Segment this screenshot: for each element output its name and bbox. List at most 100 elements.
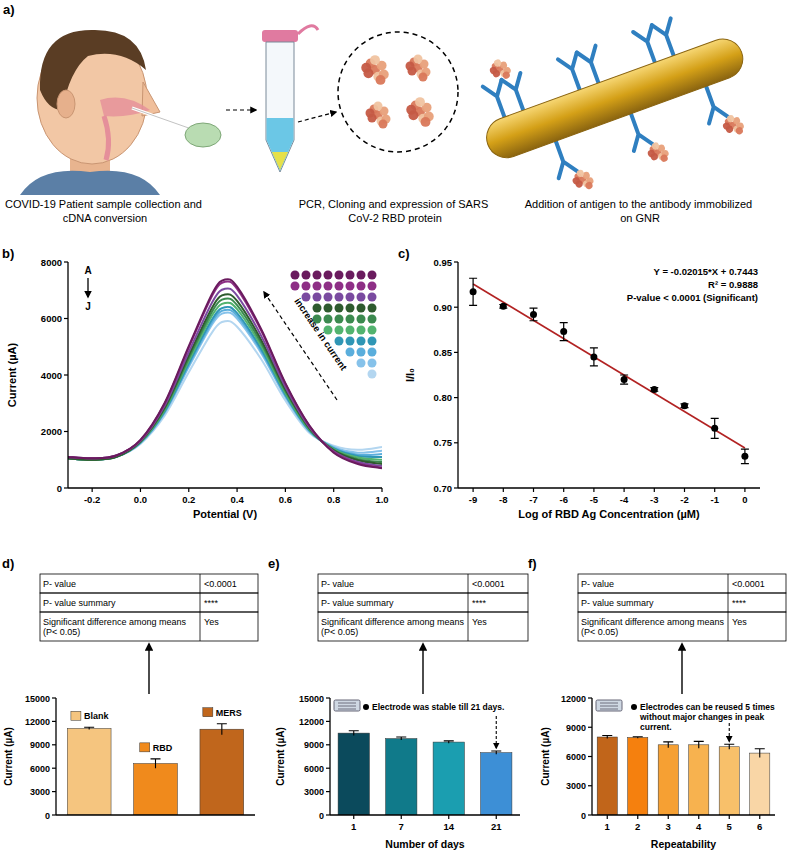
x-tick-label: 0.8 [327,494,340,505]
x-tick [623,488,624,492]
x-tick [563,488,564,492]
x-tick-label: -9 [469,494,477,505]
x-tick-label: 0 [742,494,747,505]
tube-cap-hinge [298,26,318,34]
plot-area [68,279,382,468]
annotation-arrow [87,278,88,297]
protein-part [576,169,585,178]
annotation-dot [363,704,369,710]
ear [57,90,75,118]
x-axis-title: Repeatability [651,838,717,850]
y-axis-title: Current (µA) [540,727,551,786]
throat [104,116,109,160]
protein-part [419,73,428,82]
panel-label: c) [398,246,410,261]
table-row [578,612,786,641]
error-bar [396,737,406,740]
x-tick [401,815,402,819]
error-bar [633,737,643,739]
y-tick [326,721,330,722]
dpv-curve [68,312,382,459]
legend-dot [357,359,366,368]
y-axis-title: Current (µA) [275,727,286,786]
error-bar [620,375,628,384]
error-bar [560,323,568,341]
table-row [40,593,258,612]
text-line: P- value [43,579,76,589]
legend-dot [346,326,355,335]
y-tick [326,768,330,769]
data-point [560,328,567,335]
table-row [578,593,786,612]
table-cell: **** [732,598,747,608]
legend-dot [368,304,377,313]
error-bar [349,731,359,736]
electrode-icon-lines [338,703,356,709]
table-cell: <0.0001 [472,579,505,589]
error-bar [469,278,477,305]
bar [597,737,617,815]
tube-liquid [267,118,294,171]
x-tick [729,815,730,819]
legend-dot [313,271,322,280]
table-divider [200,612,201,641]
x-tick [448,815,449,819]
error-bar [530,308,538,321]
legend-dot [357,348,366,357]
x-tick [381,488,382,492]
protein-part [379,120,388,129]
x-tick-label: 7 [399,821,404,832]
legend-dot [291,282,300,291]
protein-part [406,62,415,71]
protein-part [735,126,744,135]
x-tick-label: 0.0 [134,494,147,505]
panel-label: f) [528,556,537,571]
error-bar [755,749,765,758]
table-cell: P- value summary [581,598,654,608]
y-axis-title: Current (µA) [3,727,14,786]
error-bar [84,727,94,729]
y-tick [52,791,56,792]
text-line: Addition of antigen to the antibody immo… [525,198,756,210]
legend-dot [357,271,366,280]
hair [40,30,146,110]
error-bar [217,724,227,735]
panel-label: a) [3,2,15,17]
x-tick-label: 0.6 [279,494,292,505]
legend-dot [324,271,333,280]
y-tick-label: 0.80 [434,392,453,403]
legend-swatch [140,743,150,752]
legend-dot [335,315,344,324]
data-point [500,303,507,310]
annotation-arrow [496,716,497,748]
caption: Addition of antigen to the antibody immo… [525,198,756,224]
annotation: increase in current [292,296,349,373]
annotation: Electrodes can be reused 5 times without… [639,702,777,732]
y-axis-title: Current (µA) [6,342,18,407]
legend-dot [335,337,344,346]
y-tick [454,397,458,398]
text-line: P- value summary [321,598,394,608]
legend-dot [335,282,344,291]
x-tick [503,488,504,492]
legend-dot [346,337,355,346]
protein-part [647,149,656,158]
x-tick-label: 6 [757,821,762,832]
text-line: COVID-19 Patient sample collection and [5,198,205,210]
y-tick [64,374,68,375]
legend-label: RBD [153,743,173,753]
y-tick-label: 3000 [304,787,324,797]
error-bar [694,741,704,748]
electrode-icon [334,700,360,711]
y-tick [64,431,68,432]
table-cell: Yes [732,617,747,627]
table-divider [200,574,201,593]
dpv-curve [68,310,382,460]
legend-dot [335,304,344,313]
y-axis [457,262,458,488]
legend-dot [368,271,377,280]
table-row [318,574,528,593]
x-tick [714,488,715,492]
protein-part [414,55,423,64]
x-tick [92,488,93,492]
